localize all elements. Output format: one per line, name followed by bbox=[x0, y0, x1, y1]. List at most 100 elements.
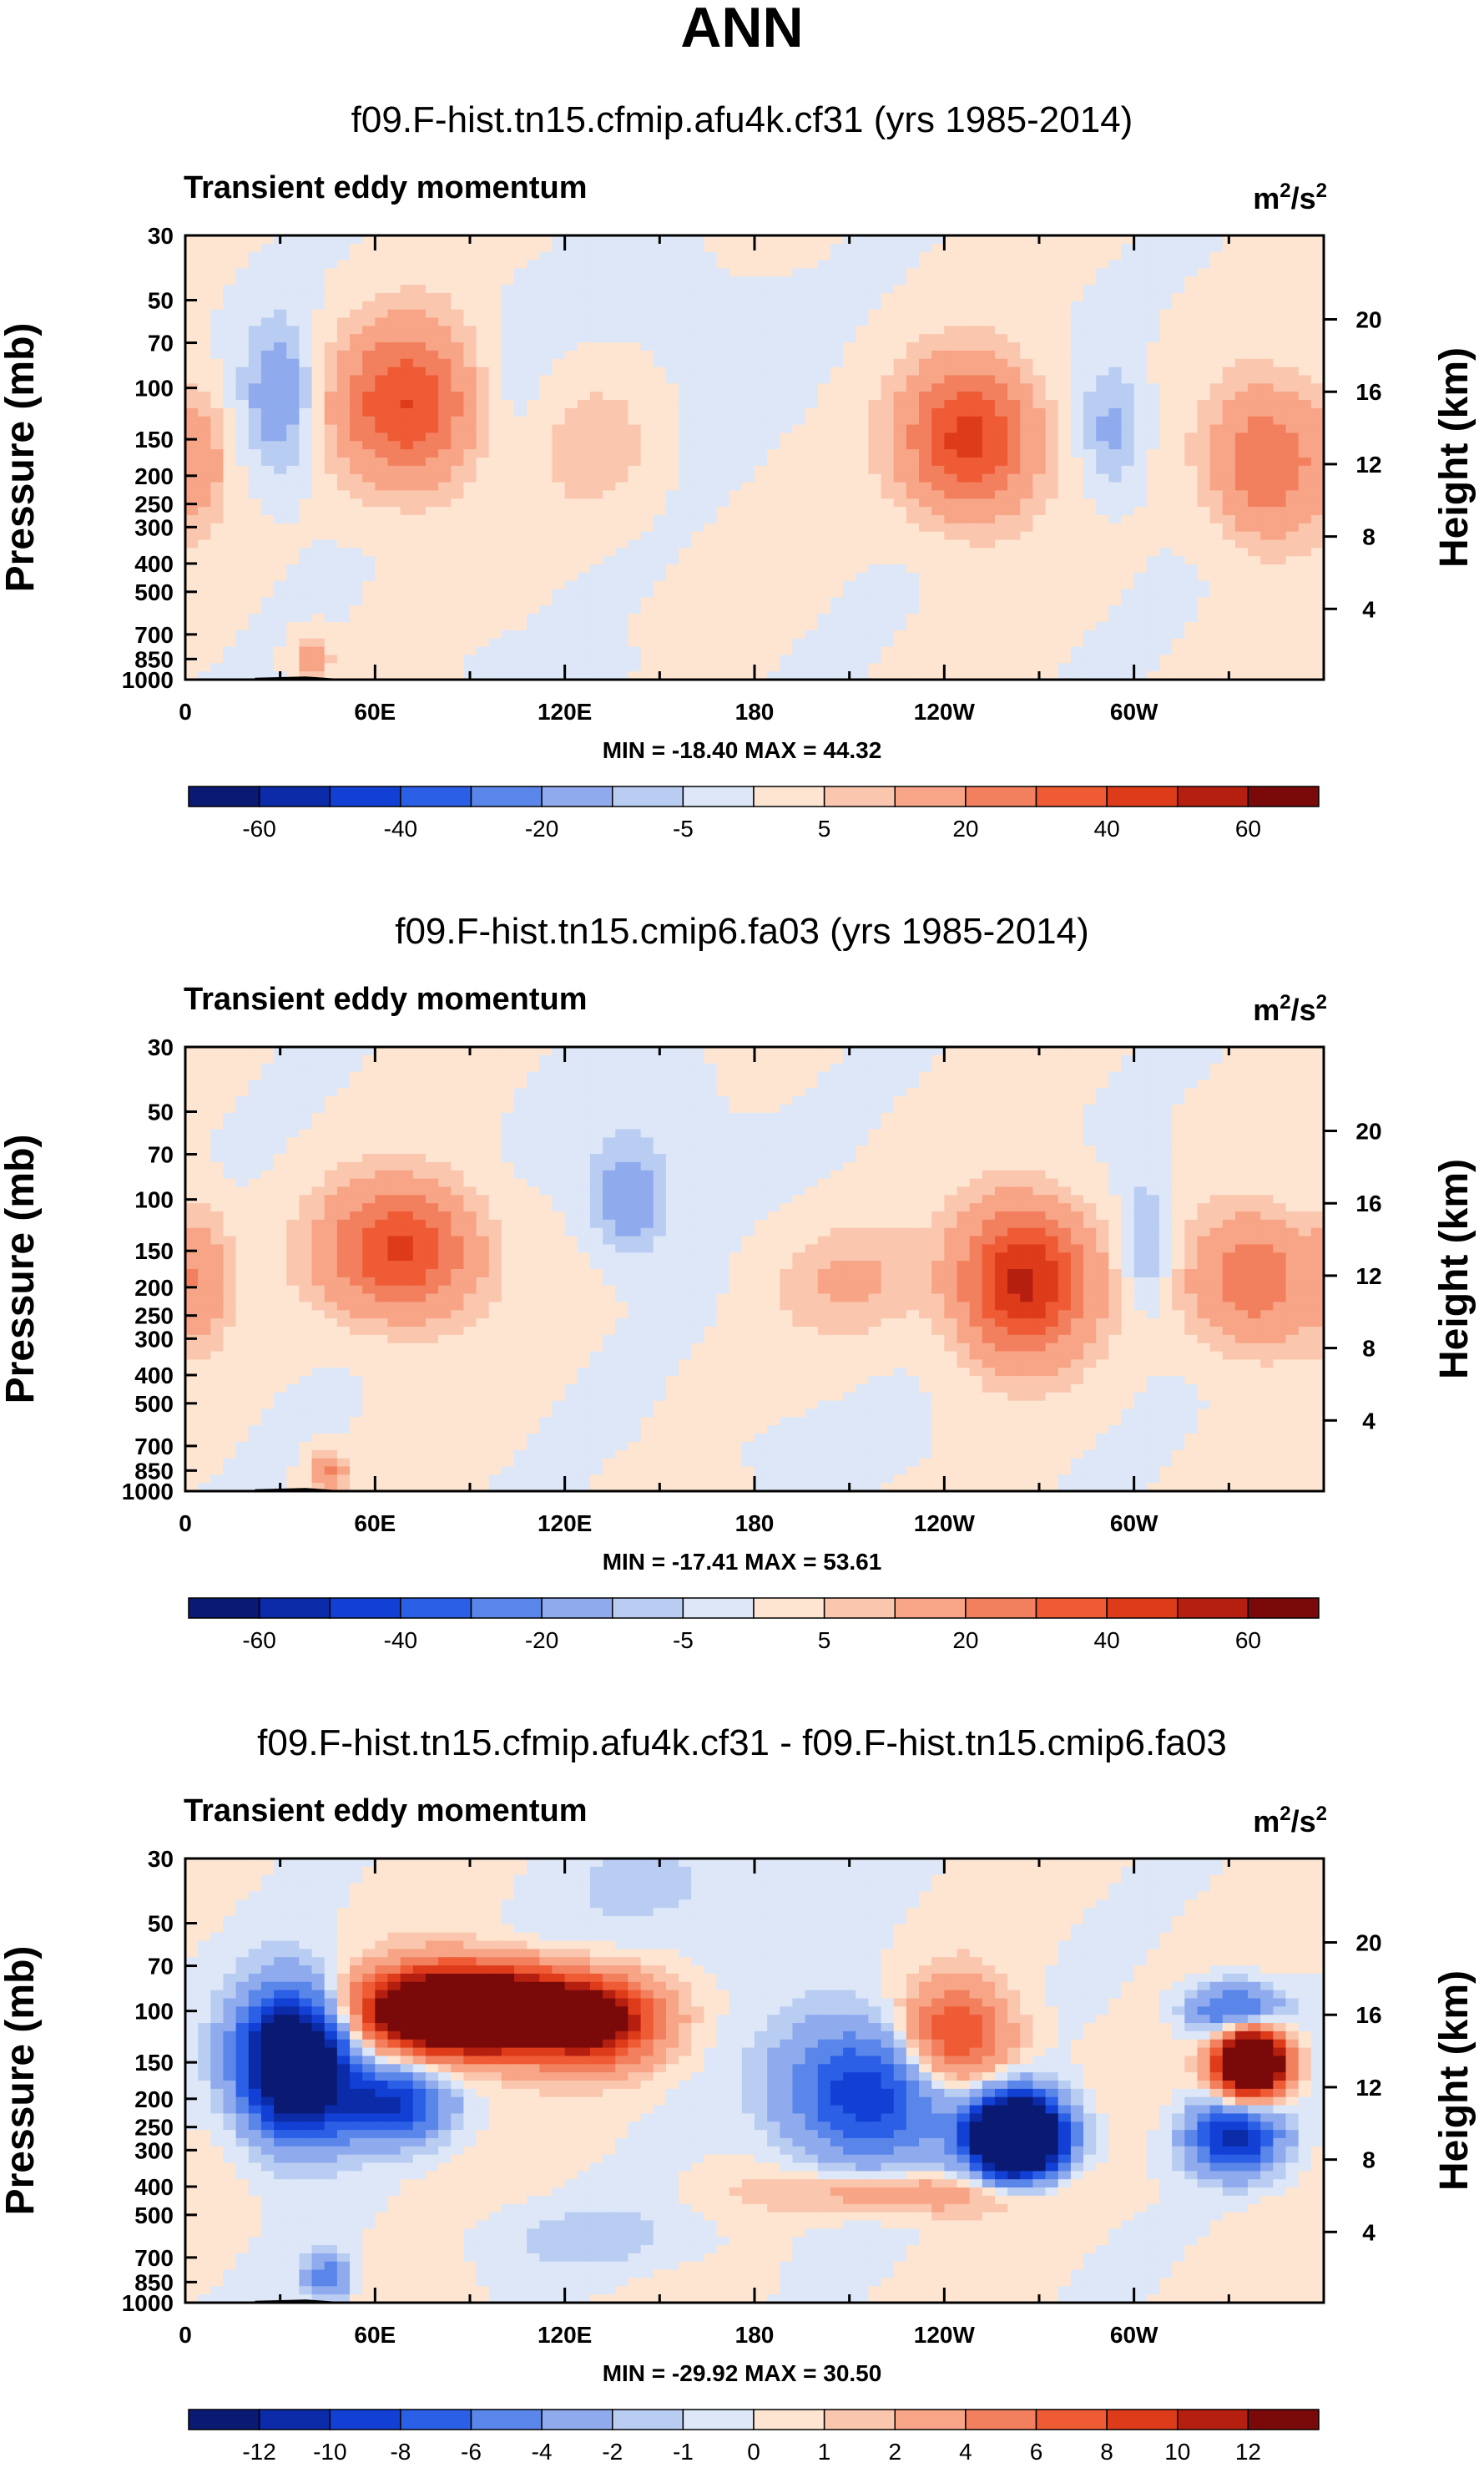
contour-cell bbox=[476, 416, 490, 426]
contour-cell bbox=[1045, 334, 1059, 343]
contour-cell bbox=[931, 449, 945, 458]
contour-cell bbox=[198, 301, 211, 311]
contour-cell bbox=[1070, 367, 1084, 377]
contour-cell bbox=[856, 638, 869, 648]
contour-cell bbox=[919, 416, 932, 426]
contour-cell bbox=[1222, 260, 1236, 270]
contour-cell bbox=[1158, 614, 1173, 623]
contour-cell bbox=[792, 424, 806, 434]
contour-cell bbox=[336, 424, 351, 434]
contour-cell bbox=[235, 514, 250, 524]
contour-cell bbox=[1248, 292, 1261, 302]
contour-cell bbox=[1083, 663, 1097, 672]
contour-cell bbox=[755, 556, 768, 565]
contour-cell bbox=[615, 350, 629, 360]
contour-cell bbox=[488, 638, 502, 648]
contour-cell bbox=[527, 507, 540, 516]
contour-cell bbox=[665, 301, 679, 311]
contour-cell bbox=[691, 482, 704, 492]
contour-cell bbox=[425, 235, 439, 245]
contour-cell bbox=[729, 392, 743, 401]
contour-cell bbox=[1197, 251, 1211, 261]
contour-cell bbox=[274, 334, 287, 343]
contour-cell bbox=[589, 268, 603, 277]
contour-cell bbox=[286, 317, 300, 326]
contour-cell bbox=[1108, 531, 1123, 541]
contour-cell bbox=[552, 400, 566, 409]
contour-cell bbox=[412, 375, 427, 384]
contour-cell bbox=[336, 548, 351, 557]
contour-cell bbox=[1032, 458, 1047, 467]
contour-cell bbox=[387, 260, 401, 270]
contour-cell bbox=[412, 589, 427, 599]
contour-cell bbox=[780, 285, 794, 294]
contour-cell bbox=[704, 458, 718, 467]
contour-cell bbox=[1096, 490, 1109, 499]
contour-cell bbox=[957, 383, 971, 392]
contour-cell bbox=[716, 407, 730, 417]
contour-cell bbox=[856, 605, 869, 614]
contour-cell bbox=[387, 407, 401, 417]
contour-cell bbox=[350, 383, 363, 392]
contour-cell bbox=[514, 350, 527, 360]
contour-cell bbox=[564, 292, 578, 302]
contour-cell bbox=[185, 358, 199, 368]
contour-cell bbox=[653, 473, 667, 483]
contour-cell bbox=[210, 556, 225, 565]
contour-cell bbox=[919, 350, 932, 360]
contour-cell bbox=[400, 441, 414, 450]
contour-cell bbox=[1133, 375, 1148, 384]
contour-cell bbox=[1298, 458, 1312, 467]
contour-cell bbox=[1133, 416, 1148, 426]
contour-cell bbox=[830, 251, 844, 261]
contour-cell bbox=[248, 514, 262, 524]
contour-cell bbox=[1158, 309, 1173, 319]
contour-cell bbox=[906, 301, 920, 311]
contour-cell bbox=[248, 580, 262, 590]
contour-cell bbox=[1121, 392, 1135, 401]
contour-cell bbox=[691, 416, 704, 426]
contour-cell bbox=[438, 646, 452, 656]
contour-cell bbox=[564, 498, 578, 508]
contour-cell bbox=[589, 458, 603, 467]
contour-cell bbox=[1032, 638, 1047, 648]
contour-cell bbox=[931, 564, 945, 574]
contour-cell bbox=[906, 400, 920, 409]
contour-cell bbox=[615, 580, 629, 590]
contour-cell bbox=[691, 392, 704, 401]
contour-cell bbox=[856, 243, 869, 253]
contour-cell bbox=[387, 416, 401, 426]
contour-cell bbox=[1260, 268, 1274, 277]
contour-cell bbox=[628, 276, 642, 286]
contour-cell bbox=[1108, 260, 1123, 270]
contour-cell bbox=[198, 531, 211, 541]
contour-cell bbox=[1172, 655, 1185, 664]
y-tick-label: 700 bbox=[134, 622, 174, 648]
contour-cell bbox=[843, 507, 856, 516]
contour-cell bbox=[476, 243, 490, 253]
contour-cell bbox=[1184, 309, 1199, 319]
contour-cell bbox=[400, 507, 414, 516]
contour-cell bbox=[805, 383, 819, 392]
contour-cell bbox=[210, 655, 225, 664]
contour-cell bbox=[805, 556, 819, 565]
contour-cell bbox=[311, 392, 326, 401]
contour-cell bbox=[1057, 449, 1072, 458]
contour-cell bbox=[350, 572, 363, 582]
contour-cell bbox=[1070, 326, 1084, 335]
contour-cell bbox=[223, 383, 237, 392]
contour-cell bbox=[438, 482, 452, 492]
contour-cell bbox=[1083, 465, 1097, 475]
contour-cell bbox=[1273, 243, 1287, 253]
contour-cell bbox=[362, 630, 376, 640]
contour-cell bbox=[412, 507, 427, 516]
contour-cell bbox=[843, 243, 856, 253]
contour-cell bbox=[1020, 358, 1034, 368]
contour-cell bbox=[1070, 260, 1084, 270]
contour-cell bbox=[767, 276, 780, 286]
contour-cell bbox=[210, 260, 225, 270]
contour-cell bbox=[362, 432, 376, 442]
contour-cell bbox=[919, 251, 932, 261]
contour-cell bbox=[881, 285, 895, 294]
contour-cell bbox=[1158, 260, 1173, 270]
